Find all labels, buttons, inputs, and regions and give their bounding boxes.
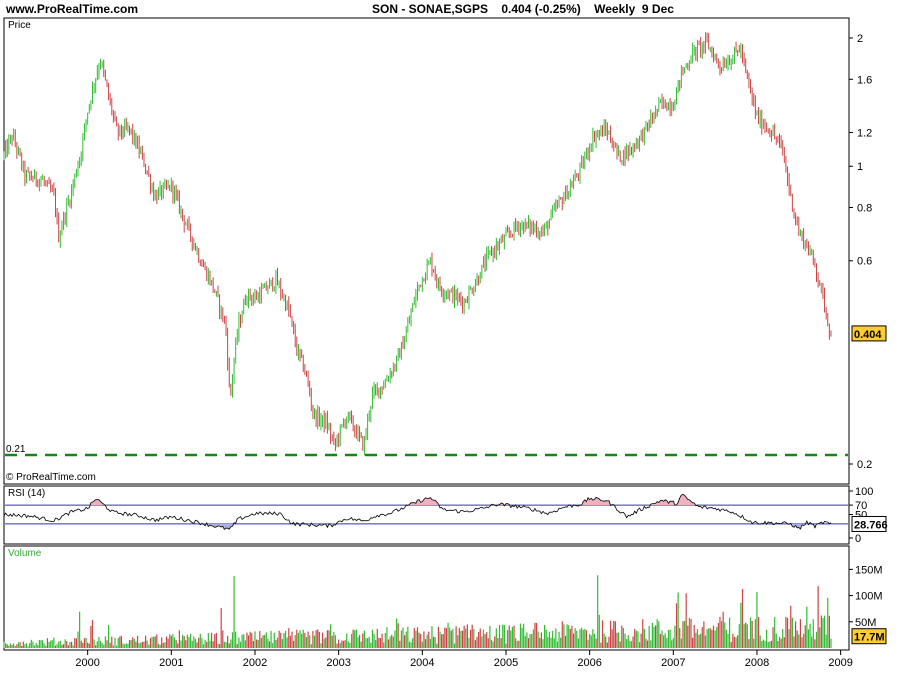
time-tick-label: 2005 — [494, 657, 518, 669]
time-tick-label: 2006 — [577, 657, 601, 669]
rsi-tick-label: 100 — [855, 486, 873, 498]
price-tick-label: 1.2 — [857, 128, 872, 140]
time-tick-label: 2001 — [159, 657, 183, 669]
volume-panel-title: Volume — [8, 548, 42, 559]
quote-line: SON - SONAE,SGPS 0.404 (-0.25%) Weekly 9… — [372, 2, 674, 16]
volume-tick-label: 100M — [855, 591, 883, 603]
rsi-last-badge: 28.766 — [854, 519, 888, 531]
support-line-group: 0.21 — [5, 444, 848, 457]
rsi-panel-title: RSI (14) — [8, 488, 45, 499]
price-tick-label: 0.8 — [857, 203, 872, 215]
price-panel-title: Price — [8, 20, 31, 31]
value-badges: 0.404 28.766 17.7M — [851, 325, 888, 645]
price-candles — [3, 32, 832, 456]
date-label: 9 Dec — [641, 2, 674, 16]
price-tick-label: 0.6 — [857, 256, 872, 268]
price-axis: 2 1.6 1.2 1 0.8 0.6 0.2 — [849, 33, 872, 471]
price-tick-label: 1.6 — [857, 74, 872, 86]
volume-last-badge-box — [851, 628, 887, 645]
time-tick-label: 2007 — [661, 657, 685, 669]
copyright-label: © ProRealTime.com — [6, 472, 96, 483]
price-last-badge-box — [851, 325, 887, 342]
volume-tick-label: 150M — [855, 564, 883, 576]
volume-tick-label: 50M — [855, 617, 876, 629]
time-tick-label: 2009 — [828, 657, 852, 669]
time-tick-label: 2002 — [243, 657, 267, 669]
volume-axis: 150M 100M 50M — [849, 564, 883, 629]
chart-header: www.ProRealTime.com SON - SONAE,SGPS 0.4… — [0, 0, 900, 18]
volume-panel — [3, 545, 850, 651]
symbol-label: SON - SONAE,SGPS — [372, 2, 489, 16]
rsi-tick-label: 70 — [855, 500, 867, 512]
price-change: (-0.25%) — [534, 2, 581, 16]
time-tick-label: 2000 — [75, 657, 99, 669]
time-tick-label: 2008 — [745, 657, 769, 669]
volume-last-badge: 17.7M — [854, 632, 885, 644]
price-tick-label: 2 — [857, 33, 863, 45]
price-panel — [3, 17, 850, 485]
time-tick-label: 2003 — [326, 657, 350, 669]
period-label: Weekly — [594, 2, 636, 16]
rsi-tick-label: 0 — [855, 533, 861, 545]
price-tick-label: 0.2 — [857, 459, 872, 471]
volume-bars — [3, 575, 832, 648]
rsi-plot — [3, 493, 848, 531]
rsi-last-badge-box — [851, 515, 887, 532]
price-last-badge: 0.404 — [854, 329, 882, 341]
support-line-label: 0.21 — [6, 444, 26, 455]
site-name[interactable]: www.ProRealTime.com — [6, 2, 139, 16]
time-tick-label: 2004 — [410, 657, 434, 669]
rsi-panel — [3, 485, 850, 545]
panel-frames — [3, 17, 850, 651]
price-tick-label: 1 — [857, 161, 863, 173]
time-axis: 2000 2001 2002 2003 2004 2005 2006 2007 2008 2009 — [75, 650, 853, 669]
last-price: 0.404 — [501, 2, 532, 16]
rsi-line — [3, 493, 832, 531]
